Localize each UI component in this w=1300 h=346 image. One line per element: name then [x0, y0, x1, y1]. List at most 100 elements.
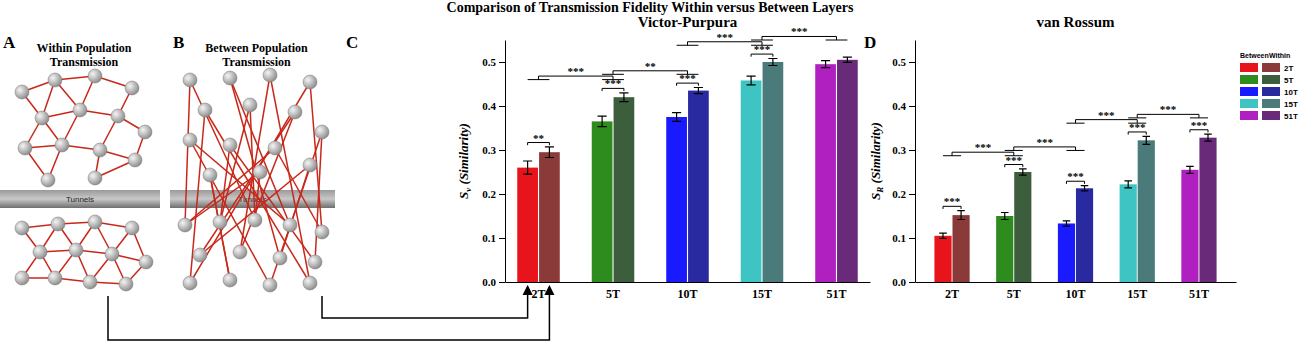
y-tick-mark: [909, 282, 915, 283]
error-bar: [1063, 221, 1071, 226]
neuron: [303, 276, 317, 290]
neuron: [213, 215, 227, 229]
tunnel: [0, 190, 160, 208]
neuron: [83, 275, 97, 289]
x-tick: 51T: [826, 287, 846, 301]
legend-header: Within: [1269, 52, 1290, 59]
error-bar: [1019, 169, 1027, 175]
neuron: [18, 141, 32, 155]
y-tick: 0.4: [482, 100, 505, 112]
error-bar: [957, 211, 965, 220]
x-tick-label: 5T: [606, 287, 620, 301]
neuron: [139, 255, 153, 269]
legend-swatch: [1240, 75, 1258, 84]
arrow: [322, 287, 528, 318]
significance-label: ***: [1098, 109, 1115, 121]
neuron: [223, 273, 237, 287]
error-bar: [843, 57, 852, 62]
connection: [275, 148, 322, 232]
legend-swatch: [1262, 63, 1280, 72]
y-tick-label: 0.4: [892, 100, 906, 112]
x-axis-line: [506, 282, 871, 283]
y-tick-label: 0.3: [892, 144, 906, 156]
x-tick: 51T: [1189, 287, 1209, 301]
x-tick-label: 2T: [532, 287, 546, 301]
y-tick: 0.1: [892, 232, 915, 244]
neuron: [15, 85, 29, 99]
legend-swatch: [1240, 87, 1258, 96]
panel-label: B: [173, 33, 184, 52]
legend-label: 51T: [1284, 112, 1298, 121]
error-bar: [747, 76, 756, 85]
neuron: [51, 217, 65, 231]
bar: [666, 117, 687, 282]
neuron: [268, 141, 282, 155]
neuron: [88, 69, 102, 83]
bar: [763, 62, 784, 282]
connection: [210, 175, 230, 280]
neuron: [125, 221, 139, 235]
connection: [185, 148, 275, 225]
neuron: [125, 81, 139, 95]
x-tick: 2T: [945, 287, 959, 301]
y-tick-mark: [499, 150, 505, 151]
x-tick: 15T: [1127, 287, 1147, 301]
annotations: ***************************: [943, 103, 1208, 209]
y-tick-label: 0.4: [482, 100, 496, 112]
tunnel-label: Tunnels: [66, 195, 94, 204]
neuron: [203, 168, 217, 182]
neuron: [303, 75, 317, 89]
significance-label: ***: [1191, 119, 1208, 131]
y-tick: 0.4: [892, 100, 915, 112]
neuron: [223, 71, 237, 85]
neuron: [33, 245, 47, 259]
bar: [1120, 184, 1137, 282]
significance-label: ***: [1036, 136, 1053, 148]
panel-label: D: [864, 33, 876, 52]
x-axis-line: [916, 282, 1237, 283]
diagram-title: Within Population: [37, 41, 132, 55]
connection: [190, 140, 290, 225]
y-tick: 0.0: [482, 276, 505, 288]
panel-label: A: [3, 33, 16, 52]
error-bar: [523, 161, 532, 174]
neuron: [119, 277, 133, 291]
bar: [517, 168, 538, 282]
neuron: [48, 73, 62, 87]
legend-swatch: [1262, 99, 1280, 108]
neuron: [88, 171, 102, 185]
x-tick-label: 2T: [945, 287, 959, 301]
x-tick-label: 15T: [1127, 287, 1147, 301]
y-tick-label: 0.1: [892, 232, 906, 244]
bar: [952, 215, 969, 282]
x-tick: 10T: [1065, 287, 1085, 301]
figure-title: Comparison of Transmission Fidelity With…: [447, 0, 854, 15]
neuron: [69, 243, 83, 257]
y-tick-mark: [499, 62, 505, 63]
y-tick-label: 0.5: [892, 56, 906, 68]
error-bar: [619, 93, 628, 102]
neuron: [303, 158, 317, 172]
y-tick: 0.3: [892, 144, 915, 156]
error-bar: [545, 147, 554, 158]
bar: [1014, 172, 1031, 282]
error-bar: [1081, 186, 1089, 191]
y-tick-mark: [909, 106, 915, 107]
neuron: [88, 215, 102, 229]
significance-label: ***: [568, 65, 585, 77]
neuron: [315, 125, 329, 139]
neuron: [41, 173, 55, 187]
bar: [837, 60, 858, 282]
neuron: [105, 247, 119, 261]
bar: [815, 64, 836, 282]
bar: [592, 121, 613, 282]
x-tick-label: 51T: [1189, 287, 1209, 301]
significance-label: ***: [1067, 170, 1084, 182]
x-tick: 5T: [1007, 287, 1021, 301]
legend-label: 2T: [1284, 64, 1293, 73]
error-bar: [672, 113, 681, 122]
legend-label: 10T: [1284, 88, 1298, 97]
figure: Comparison of Transmission Fidelity With…: [0, 0, 1300, 346]
bar: [1199, 138, 1216, 282]
y-axis: 0.00.10.20.30.40.5: [482, 41, 505, 289]
